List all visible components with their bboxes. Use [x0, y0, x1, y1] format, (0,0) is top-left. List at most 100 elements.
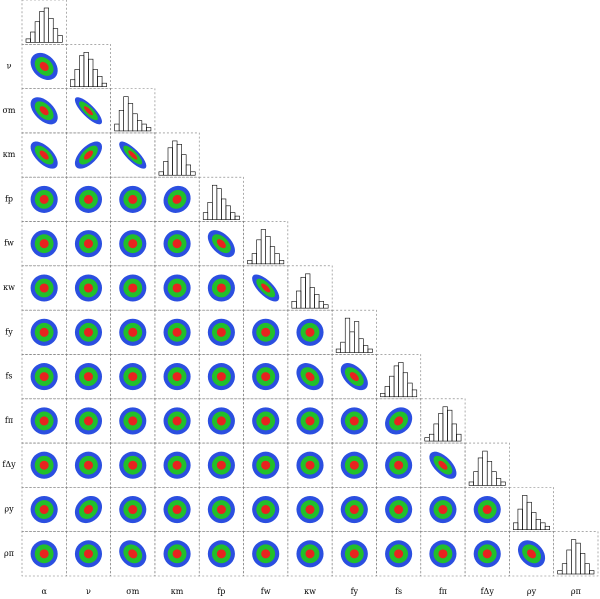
histogram-bar [531, 512, 537, 530]
contour [128, 283, 138, 293]
contour [39, 150, 49, 160]
x-axis-label: κw [304, 587, 316, 596]
histogram-bar [451, 423, 457, 442]
histogram-bar [314, 294, 320, 309]
contour [261, 327, 271, 337]
contour [438, 460, 448, 470]
histogram-bar [291, 300, 297, 309]
y-axis-label: ρy [4, 505, 14, 514]
histogram-bar [34, 21, 40, 43]
histogram-bar [526, 501, 532, 530]
histogram-bar [230, 212, 236, 220]
histogram-bar [335, 348, 341, 353]
histogram-bar [114, 123, 120, 132]
histogram-bar [207, 202, 213, 220]
histogram-bar [486, 461, 493, 486]
histogram-bar [300, 276, 306, 309]
histogram-bar [202, 212, 209, 220]
histogram-bar [167, 147, 173, 176]
histogram-bar [456, 433, 462, 442]
histogram-bar [438, 413, 444, 442]
x-axis-label: ν [86, 587, 91, 596]
x-axis-label: fw [261, 587, 271, 596]
histogram-bar [513, 522, 519, 530]
x-axis-label: fy [351, 587, 359, 596]
contour [128, 505, 138, 515]
contour [172, 372, 182, 382]
histogram-bar [163, 161, 169, 176]
histogram-bar [185, 164, 191, 176]
histogram-bar [367, 348, 373, 353]
histogram-bar [141, 123, 147, 132]
contour [527, 549, 537, 559]
histogram-bar [52, 28, 59, 43]
histogram-bar [221, 198, 227, 220]
histogram-bar [384, 386, 390, 398]
x-axis-label: fs [395, 587, 402, 596]
contour [172, 327, 182, 337]
histogram-bar [323, 304, 329, 309]
histogram-bar [544, 525, 550, 530]
contour [83, 150, 93, 160]
contour [39, 549, 49, 559]
y-axis-label: fΔy [2, 460, 16, 469]
histogram-bar [402, 372, 408, 398]
x-axis-label: σm [126, 587, 139, 596]
histogram-bar [398, 362, 404, 398]
contour [305, 460, 315, 470]
contour [128, 194, 138, 204]
histogram-bar [118, 110, 124, 132]
histogram-bar [279, 260, 285, 265]
histogram-bar [97, 76, 103, 87]
contour [83, 505, 93, 515]
histogram-bar [349, 331, 355, 353]
histogram-bar [589, 570, 595, 575]
histogram-bar [340, 341, 346, 353]
histogram-bar [424, 437, 430, 442]
histogram-bar [43, 7, 49, 43]
histogram-bar [216, 188, 222, 220]
contour [349, 549, 359, 559]
contour [261, 549, 271, 559]
contour [128, 150, 138, 160]
histogram-bar [393, 365, 399, 398]
histogram-bar [358, 338, 364, 353]
histogram-bar [580, 553, 586, 575]
contour [128, 549, 138, 559]
contour [394, 549, 404, 559]
contour [438, 505, 448, 515]
y-axis-label: fp [5, 194, 13, 203]
contour [39, 460, 49, 470]
contour [172, 505, 182, 515]
contour [438, 549, 448, 559]
contour [128, 327, 138, 337]
x-axis-label: α [41, 587, 47, 596]
y-axis-label: κw [3, 283, 15, 292]
histogram-bar [363, 345, 369, 353]
histogram-bar [473, 471, 479, 486]
histogram-bar [447, 409, 453, 442]
histogram-bar [561, 563, 568, 575]
y-axis-label: κm [3, 150, 16, 159]
contour [261, 372, 271, 382]
contour [172, 416, 182, 426]
histogram-bar [212, 184, 218, 220]
x-axis-label: κm [171, 587, 184, 596]
histogram-bar [123, 96, 129, 132]
histogram-bar [39, 11, 45, 43]
contour [39, 239, 49, 249]
contour [305, 416, 315, 426]
histogram-bar [57, 35, 63, 43]
contour [172, 460, 182, 470]
histogram-bar [25, 38, 31, 43]
contour [349, 372, 359, 382]
histogram-bar [127, 103, 134, 132]
contour [83, 283, 93, 293]
contour [216, 460, 226, 470]
contour [216, 416, 226, 426]
contour [216, 327, 226, 337]
histogram-bar [83, 52, 89, 87]
contour [305, 372, 315, 382]
histogram-bar [92, 69, 98, 87]
contour [39, 61, 49, 71]
